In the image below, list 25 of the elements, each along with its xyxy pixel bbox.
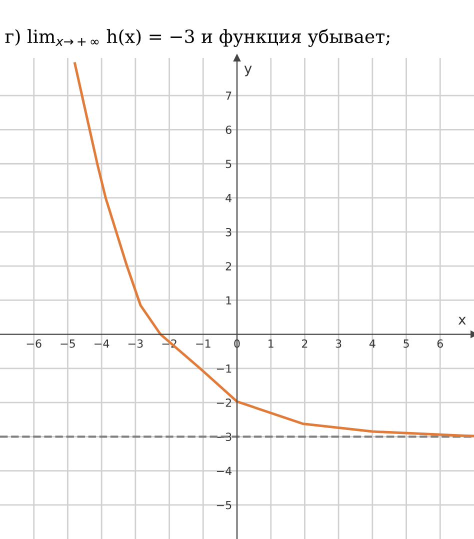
x-tick-label: 3	[336, 339, 342, 348]
y-tick-label: −1	[216, 364, 232, 373]
x-tick-label: −3	[128, 339, 143, 348]
y-tick-label: 6	[226, 126, 232, 134]
x-tick-label: −5	[60, 340, 75, 348]
y-tick-label: −2	[216, 398, 232, 407]
y-tick-label: 1	[226, 296, 232, 304]
y-tick-label: 3	[226, 228, 232, 236]
y-tick-label: −5	[216, 501, 232, 510]
x-tick-label: −4	[94, 340, 110, 348]
x-tick-label: 4	[369, 340, 376, 348]
x-tick-label: −1	[196, 340, 210, 348]
y-tick-label: 4	[226, 194, 232, 202]
y-tick-label: 5	[226, 160, 232, 168]
x-tick-label: 6	[437, 339, 443, 348]
x-tick-label: 1	[268, 340, 274, 348]
x-tick-label: 5	[404, 340, 409, 348]
y-tick-label: −4	[216, 466, 232, 475]
x-axis-title: x	[458, 316, 466, 324]
chart-title: г) lim$_{x→+∞}$ h(x) = −3 и функция убывает;	[5, 28, 390, 47]
y-tick-label: 2	[226, 262, 232, 270]
y-tick-label: 7	[226, 92, 232, 100]
x-tick-label: 2	[302, 339, 308, 348]
y-axis-title: y	[244, 66, 252, 76]
x-tick-label: −6	[26, 339, 42, 348]
